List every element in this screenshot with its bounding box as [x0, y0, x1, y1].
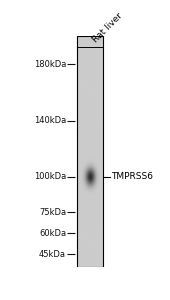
Text: TMPRSS6: TMPRSS6 [111, 172, 153, 182]
Text: 75kDa: 75kDa [39, 208, 66, 217]
Text: 45kDa: 45kDa [39, 250, 66, 259]
Bar [77, 36, 103, 267]
Text: 180kDa: 180kDa [34, 60, 66, 69]
Text: Rat liver: Rat liver [91, 11, 124, 44]
Text: 60kDa: 60kDa [39, 229, 66, 238]
Text: 100kDa: 100kDa [34, 172, 66, 182]
Text: 140kDa: 140kDa [34, 116, 66, 125]
